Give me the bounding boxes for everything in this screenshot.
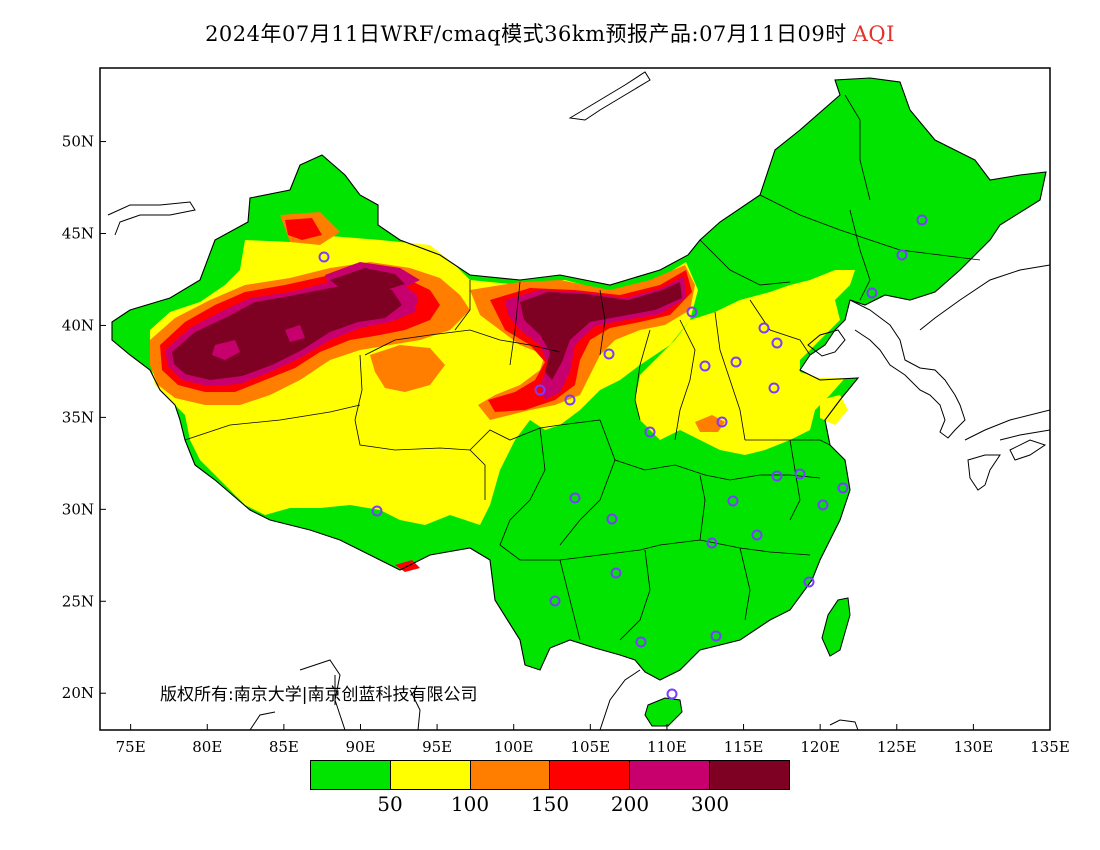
title-variable: AQI (852, 22, 895, 46)
lon-tick-label: 115E (724, 738, 764, 756)
city-marker (699, 360, 711, 372)
city-marker (730, 356, 742, 368)
region-hazardous-gobi (520, 282, 682, 380)
lon-tick-label: 100E (494, 738, 534, 756)
legend-label: 150 (530, 792, 570, 816)
city-marker (666, 688, 678, 700)
city-marker (610, 567, 622, 579)
city-marker (916, 214, 928, 226)
city-marker (768, 382, 780, 394)
lat-tick-label: 45N (62, 225, 94, 243)
city-marker (371, 505, 383, 517)
legend (310, 760, 790, 792)
lon-tick-label: 130E (954, 738, 994, 756)
copyright-text: 版权所有:南京大学|南京创蓝科技有限公司 (160, 685, 478, 705)
city-marker (771, 337, 783, 349)
city-marker (603, 348, 615, 360)
coastlines (107, 71, 1050, 730)
lon-tick-label: 85E (269, 738, 299, 756)
legend-label: 300 (690, 792, 730, 816)
legend-swatch (709, 761, 789, 789)
region-moderate-east (635, 270, 855, 455)
legend-swatch (311, 761, 390, 789)
city-marker (644, 426, 656, 438)
city-marker (758, 322, 770, 334)
legend-swatch (389, 761, 470, 789)
region-unhealthy-junggar (285, 218, 322, 240)
legend-swatch (629, 761, 710, 789)
city-marker (817, 499, 829, 511)
legend-swatch (549, 761, 630, 789)
lon-tick-label: 90E (345, 738, 375, 756)
legend-label: 200 (610, 792, 650, 816)
map-content (107, 71, 1050, 730)
city-marker (534, 384, 546, 396)
city-marker (803, 576, 815, 588)
lon-tick-label: 95E (422, 738, 452, 756)
lon-tick-label: 135E (1030, 738, 1070, 756)
taiwan (821, 597, 851, 657)
city-marker (549, 595, 561, 607)
city-marker (751, 529, 763, 541)
lat-tick-label: 35N (62, 408, 94, 426)
map-frame (99, 67, 1051, 731)
city-markers (318, 214, 928, 700)
map-title: 2024年07月11日WRF/cmaq模式36km预报产品:07月11日09时 A… (0, 18, 1100, 48)
region-very-unhealthy-pocket2 (285, 325, 305, 342)
lon-tick-label: 125E (877, 738, 917, 756)
city-marker (896, 249, 908, 261)
region-very-unhealthy-pocket (212, 340, 240, 360)
city-marker (606, 513, 618, 525)
lon-tick-label: 105E (571, 738, 611, 756)
title-text: 2024年07月11日WRF/cmaq模式36km预报产品:07月11日09时 (205, 22, 847, 46)
city-marker (716, 416, 728, 428)
lon-tick-label: 120E (800, 738, 840, 756)
lat-tick-label: 20N (62, 684, 94, 702)
province-borders (184, 94, 981, 641)
city-marker (318, 251, 330, 263)
lat-tick-label: 25N (62, 592, 94, 610)
lat-tick-label: 40N (62, 316, 94, 334)
city-marker (686, 306, 698, 318)
city-marker (771, 470, 783, 482)
axis-ticks: 75E 80E 85E 90E 95E 100E 105E 110E 115E 120E 125E 1… (62, 133, 1070, 756)
city-marker (710, 630, 722, 642)
legend-swatch (469, 761, 550, 789)
legend-label: 50 (377, 792, 403, 816)
national-border (111, 77, 1047, 681)
city-marker (794, 468, 806, 480)
city-marker (569, 492, 581, 504)
region-usg-qaidam (370, 345, 445, 392)
region-hazardous-north (330, 268, 405, 292)
legend-label: 100 (450, 792, 490, 816)
city-marker (706, 537, 718, 549)
city-marker (564, 394, 576, 406)
lon-tick-label: 75E (116, 738, 146, 756)
lon-tick-label: 110E (647, 738, 687, 756)
hainan (644, 697, 683, 727)
city-marker (837, 482, 849, 494)
city-marker (635, 636, 647, 648)
lat-tick-label: 50N (62, 133, 94, 151)
city-marker (866, 287, 878, 299)
city-marker (727, 495, 739, 507)
lat-tick-label: 30N (62, 500, 94, 518)
legend-color-bar (310, 760, 790, 790)
lon-tick-label: 80E (192, 738, 222, 756)
